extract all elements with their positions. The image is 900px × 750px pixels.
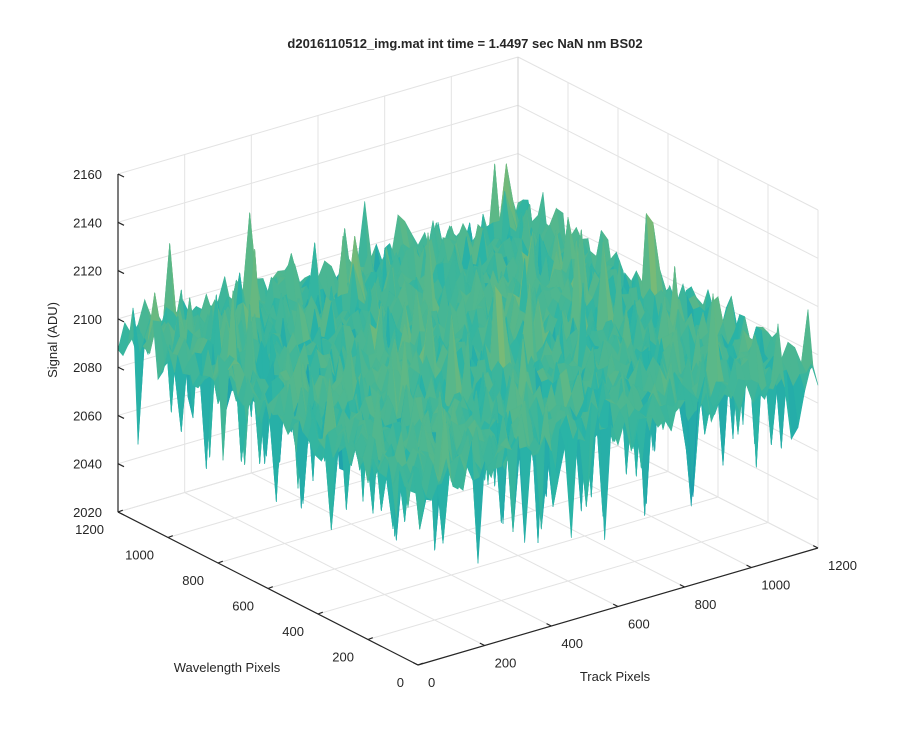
x-tick — [746, 564, 752, 569]
z-tick — [117, 463, 125, 468]
x-tick-label: 1200 — [828, 558, 857, 573]
x-tick — [612, 603, 619, 608]
x-tick — [412, 662, 419, 666]
z-tick-label: 2040 — [73, 457, 102, 472]
z-axis-label: Signal (ADU) — [45, 302, 60, 378]
x-tick-label: 200 — [495, 656, 517, 671]
x-tick — [479, 642, 485, 647]
grid-line-side-z — [517, 104, 819, 259]
z-tick — [117, 318, 125, 323]
chart-title: d2016110512_img.mat int time = 1.4497 se… — [287, 36, 642, 51]
x-tick-label: 0 — [428, 675, 435, 690]
y-tick-label: 1200 — [75, 522, 104, 537]
z-tick — [117, 366, 125, 371]
y-tick — [317, 611, 324, 615]
y-tick — [167, 535, 174, 539]
y-tick-label: 400 — [282, 624, 304, 639]
y-tick-label: 0 — [397, 675, 404, 690]
x-tick-label: 800 — [695, 597, 717, 612]
x-tick-label: 600 — [628, 617, 650, 632]
y-tick — [267, 586, 274, 590]
x-axis-label: Track Pixels — [580, 669, 651, 684]
z-tick-label: 2080 — [73, 360, 102, 375]
x-tick-label: 1000 — [761, 578, 790, 593]
axis-layer — [117, 173, 819, 666]
z-tick — [117, 173, 125, 178]
grid-line-back-z — [117, 153, 519, 272]
z-tick-label: 2060 — [73, 408, 102, 423]
x-tick — [546, 623, 552, 627]
z-tick-label: 2020 — [73, 505, 102, 520]
y-tick-label: 1000 — [125, 548, 154, 563]
y-tick — [217, 560, 224, 564]
x-tick — [812, 545, 819, 549]
z-tick-label: 2120 — [73, 264, 102, 279]
surface-layer — [117, 163, 819, 564]
tick-label-layer: 0 200 400 600 800 1000 1200 0 200 400 600 800 1000 12… — [73, 167, 857, 690]
grid-line-back-z — [117, 56, 519, 175]
y-tick-label: 800 — [182, 573, 204, 588]
y-tick — [117, 509, 124, 513]
surface-patch — [412, 465, 426, 530]
y-tick-label: 200 — [332, 650, 354, 665]
y-axis-label: Wavelength Pixels — [174, 660, 281, 675]
x-tick-label: 400 — [561, 636, 583, 651]
grid-line-floor-y — [317, 496, 719, 615]
grid-line-back-z — [117, 201, 519, 320]
z-tick — [117, 414, 125, 419]
y-tick — [367, 637, 374, 641]
y-tick — [417, 662, 424, 666]
grid-line-floor-y — [367, 522, 769, 640]
z-tick-label: 2140 — [73, 215, 102, 230]
grid-line-back-z — [117, 104, 519, 223]
z-tick — [117, 221, 125, 226]
x-tick — [679, 584, 685, 588]
z-tick — [117, 511, 125, 516]
y-tick-label: 600 — [232, 599, 254, 614]
z-tick-label: 2160 — [73, 167, 102, 182]
grid-line-side-z — [517, 153, 819, 308]
grid-line-side-z — [517, 56, 819, 211]
z-tick — [117, 270, 125, 275]
z-tick-label: 2100 — [73, 312, 102, 327]
